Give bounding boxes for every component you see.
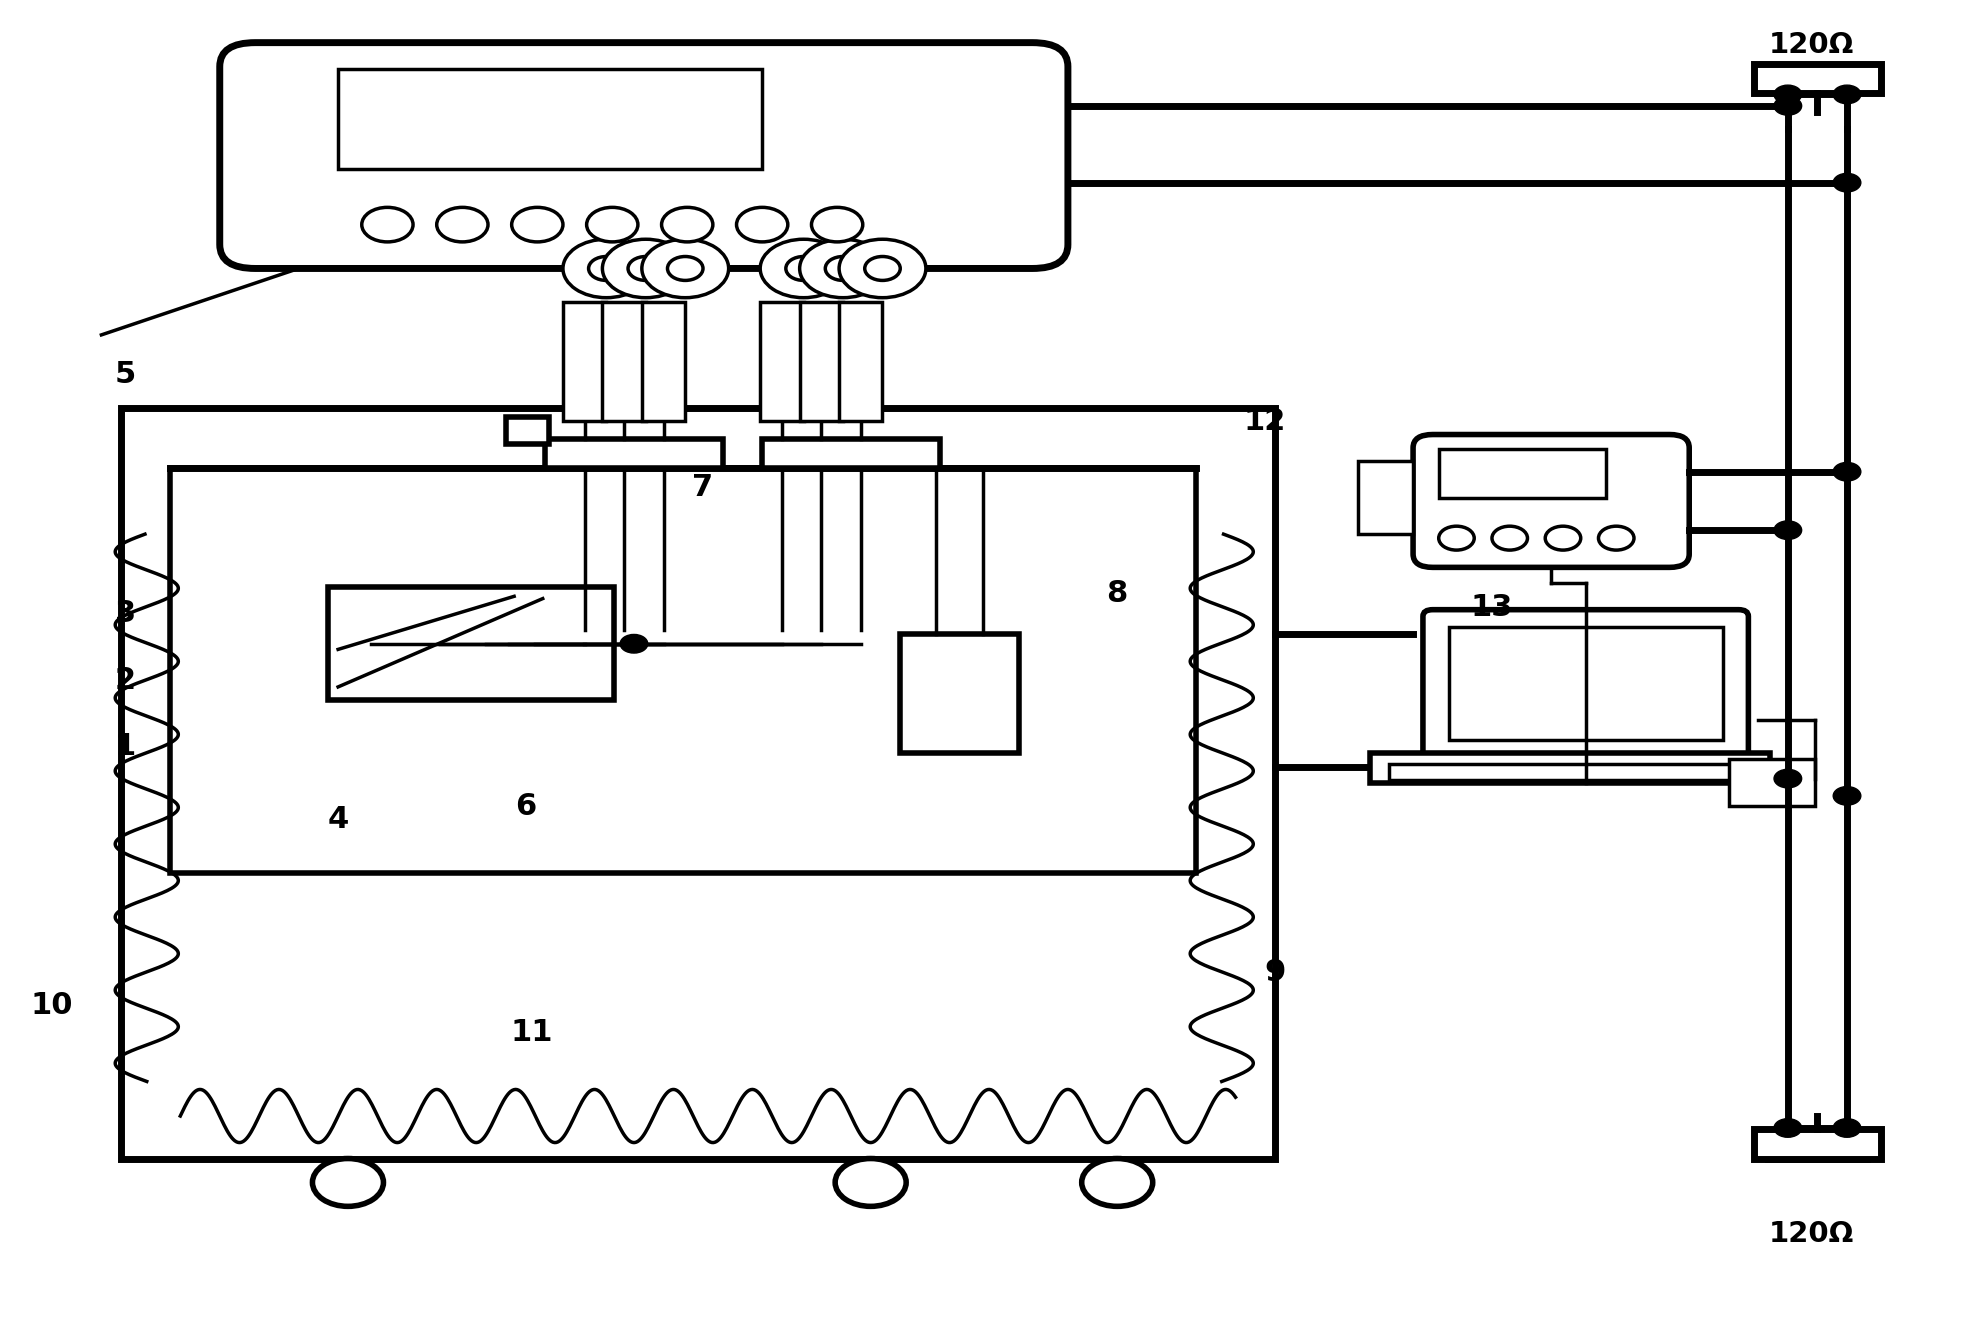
Circle shape bbox=[760, 239, 847, 297]
Bar bbox=[1389, 764, 1751, 780]
Circle shape bbox=[587, 207, 637, 241]
Circle shape bbox=[864, 256, 900, 280]
Bar bbox=[1754, 1130, 1881, 1158]
Text: 11: 11 bbox=[510, 1018, 552, 1047]
Circle shape bbox=[839, 239, 926, 297]
Circle shape bbox=[313, 1158, 384, 1206]
Circle shape bbox=[1774, 520, 1802, 539]
Bar bbox=[1369, 754, 1770, 783]
Circle shape bbox=[1491, 526, 1527, 550]
Bar bbox=[1754, 64, 1881, 93]
FancyBboxPatch shape bbox=[1422, 610, 1749, 760]
Circle shape bbox=[1082, 1158, 1153, 1206]
Bar bbox=[641, 301, 684, 422]
Circle shape bbox=[1834, 173, 1861, 192]
Bar bbox=[799, 301, 843, 422]
Text: 5: 5 bbox=[115, 360, 136, 390]
Text: 9: 9 bbox=[1264, 958, 1286, 987]
Text: 120Ω: 120Ω bbox=[1768, 1221, 1853, 1249]
Bar bbox=[1729, 759, 1816, 807]
Circle shape bbox=[1774, 1119, 1802, 1138]
Circle shape bbox=[1774, 96, 1802, 115]
Bar bbox=[1357, 462, 1412, 534]
Text: 7: 7 bbox=[692, 474, 714, 502]
FancyBboxPatch shape bbox=[1412, 435, 1689, 567]
FancyBboxPatch shape bbox=[220, 43, 1068, 268]
Circle shape bbox=[564, 239, 649, 297]
Circle shape bbox=[1598, 526, 1634, 550]
Bar bbox=[900, 634, 1019, 754]
Circle shape bbox=[811, 207, 862, 241]
Text: 2: 2 bbox=[115, 666, 136, 695]
Circle shape bbox=[362, 207, 413, 241]
Circle shape bbox=[629, 256, 663, 280]
Text: 6: 6 bbox=[514, 792, 536, 820]
Bar bbox=[762, 439, 940, 468]
Text: 120Ω: 120Ω bbox=[1768, 31, 1853, 59]
Circle shape bbox=[835, 1158, 906, 1206]
Text: 10: 10 bbox=[32, 991, 73, 1021]
Circle shape bbox=[1834, 85, 1861, 104]
Circle shape bbox=[641, 239, 728, 297]
Text: 13: 13 bbox=[1472, 592, 1513, 622]
Text: 4: 4 bbox=[328, 806, 348, 834]
Circle shape bbox=[1774, 770, 1802, 788]
Circle shape bbox=[1438, 526, 1474, 550]
Bar bbox=[1448, 627, 1723, 740]
Text: 3: 3 bbox=[115, 599, 136, 628]
Bar bbox=[506, 418, 550, 444]
Circle shape bbox=[799, 239, 886, 297]
Bar bbox=[546, 439, 722, 468]
Circle shape bbox=[603, 239, 688, 297]
Bar bbox=[121, 408, 1276, 1158]
Text: 1: 1 bbox=[115, 732, 136, 762]
Text: 8: 8 bbox=[1106, 579, 1127, 608]
Circle shape bbox=[1774, 85, 1802, 104]
Circle shape bbox=[1834, 463, 1861, 482]
Bar bbox=[338, 69, 762, 169]
Circle shape bbox=[825, 256, 860, 280]
Circle shape bbox=[437, 207, 489, 241]
Bar bbox=[1438, 450, 1606, 499]
Bar bbox=[564, 301, 607, 422]
Bar bbox=[170, 468, 1197, 872]
Bar bbox=[760, 301, 803, 422]
Text: 12: 12 bbox=[1244, 407, 1286, 436]
Circle shape bbox=[512, 207, 564, 241]
Circle shape bbox=[1834, 787, 1861, 806]
Circle shape bbox=[589, 256, 625, 280]
Circle shape bbox=[736, 207, 787, 241]
Circle shape bbox=[621, 635, 647, 654]
Bar bbox=[839, 301, 882, 422]
Circle shape bbox=[667, 256, 702, 280]
Circle shape bbox=[785, 256, 821, 280]
Circle shape bbox=[1834, 1119, 1861, 1138]
Bar bbox=[603, 301, 645, 422]
Circle shape bbox=[1545, 526, 1580, 550]
Bar bbox=[328, 587, 615, 700]
Circle shape bbox=[661, 207, 712, 241]
